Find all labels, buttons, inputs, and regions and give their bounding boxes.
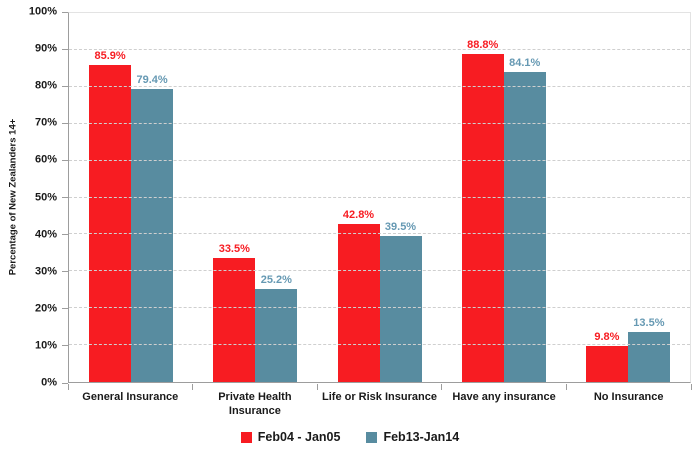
bar-Feb13-Jan14: 25.2% <box>255 274 298 382</box>
category-cell: No Insurance <box>566 391 691 419</box>
gridline <box>69 196 690 198</box>
category-label: Have any insurance <box>452 391 556 403</box>
legend-label: Feb13-Jan14 <box>383 430 460 444</box>
gridline <box>69 122 690 124</box>
gridline <box>69 307 690 309</box>
legend: Feb04 - Jan05 Feb13-Jan14 <box>0 430 700 444</box>
y-axis-tick-label: 100% <box>28 5 57 18</box>
x-axis-tickmark <box>192 384 194 390</box>
category-cell: Private Health Insurance <box>193 391 318 419</box>
category-label: Private Health Insurance <box>218 391 292 417</box>
x-axis-ticks <box>67 384 692 391</box>
bar-group: 9.8% 13.5% <box>566 13 690 382</box>
bar-Feb04-Jan05: 9.8% <box>585 331 628 382</box>
bar-Feb13-Jan14: 39.5% <box>379 221 422 382</box>
y-axis-tick-label: 80% <box>34 79 57 92</box>
y-axis-tick-label: 60% <box>34 153 57 166</box>
category-label: Life or Risk Insurance <box>322 391 437 403</box>
legend-swatch <box>366 431 378 443</box>
gridline <box>69 85 690 87</box>
bar-value-label: 13.5% <box>633 317 665 330</box>
y-axis-tickmark <box>62 345 68 347</box>
y-axis-tickmark <box>62 234 68 236</box>
bar-value-label: 42.8% <box>342 209 375 222</box>
category-label: No Insurance <box>593 391 664 403</box>
bar-Feb13-Jan14: 13.5% <box>627 317 670 382</box>
bar-Feb13-Jan14: 79.4% <box>131 74 174 382</box>
legend-item: Feb04 - Jan05 <box>240 430 341 444</box>
bar-value-label: 39.5% <box>384 221 417 234</box>
category-cell: General Insurance <box>68 391 193 419</box>
bar-value-label: 85.9% <box>94 50 126 63</box>
bar-value-label: 84.1% <box>509 56 541 69</box>
y-axis-tickmark <box>62 197 68 198</box>
bar-group: 85.9% 79.4% <box>69 13 193 382</box>
bar-group: 88.8% 84.1% <box>442 13 566 382</box>
bar-group: 42.8% 39.5% <box>317 13 441 382</box>
bar-Feb04-Jan05: 85.9% <box>89 50 132 382</box>
y-axis-tickmark <box>62 11 68 13</box>
bar-Feb04-Jan05: 88.8% <box>461 39 504 382</box>
x-axis-tickmark <box>316 384 318 390</box>
y-axis: 0% 10% 20% 30% 40% 50% 60% 70% 80% 90% 100% <box>0 6 68 388</box>
y-axis-tickmark <box>62 159 68 161</box>
bar-Feb04-Jan05: 33.5% <box>213 243 256 382</box>
plot-area: 85.9% 79.4% 33.5% 25.2% 42.8% 39.5% 88.8% 84.1%… <box>68 12 691 383</box>
bar-value-label: 33.5% <box>218 243 250 256</box>
y-axis-tickmark <box>62 382 68 384</box>
gridline <box>69 270 690 272</box>
y-axis-tick-label: 10% <box>34 339 57 352</box>
y-axis-tick-label: 40% <box>34 228 57 241</box>
bar-value-label: 79.4% <box>136 74 168 87</box>
x-axis-category-labels: General Insurance Private Health Insuranc… <box>68 391 691 419</box>
y-axis-tickmark <box>62 85 68 87</box>
gridline <box>69 48 690 50</box>
y-axis-tick-label: 70% <box>34 116 57 129</box>
y-axis-tickmark <box>62 308 68 310</box>
bar-group: 33.5% 25.2% <box>193 13 317 382</box>
y-axis-tickmark <box>62 271 68 273</box>
legend-item: Feb13-Jan14 <box>366 430 459 444</box>
bar-Feb04-Jan05: 42.8% <box>337 209 380 382</box>
y-axis-tickmark <box>62 122 68 124</box>
category-label: General Insurance <box>82 391 179 403</box>
x-axis-tickmark <box>67 384 69 390</box>
y-axis-tick-label: 0% <box>41 376 57 389</box>
y-axis-tick-label: 20% <box>34 302 57 315</box>
bar-Feb13-Jan14: 84.1% <box>503 57 546 382</box>
x-axis-tickmark <box>565 384 567 390</box>
gridline <box>69 344 690 346</box>
bar-value-label: 88.8% <box>467 39 499 52</box>
y-axis-tickmark <box>62 48 68 50</box>
x-axis-tickmark <box>690 384 692 390</box>
gridline <box>69 233 690 235</box>
bar-value-label: 9.8% <box>594 330 620 343</box>
gridline <box>69 159 690 161</box>
y-axis-tick-label: 50% <box>34 191 57 203</box>
bar-value-label: 25.2% <box>260 274 292 287</box>
category-cell: Life or Risk Insurance <box>317 391 442 419</box>
y-axis-tick-label: 90% <box>34 42 57 55</box>
legend-label: Feb04 - Jan05 <box>257 430 341 444</box>
legend-swatch <box>240 431 252 443</box>
bar-groups: 85.9% 79.4% 33.5% 25.2% 42.8% 39.5% 88.8% 84.1%… <box>69 13 690 382</box>
y-axis-tick-label: 30% <box>34 265 57 278</box>
x-axis-tickmark <box>441 384 443 390</box>
category-cell: Have any insurance <box>442 391 567 419</box>
